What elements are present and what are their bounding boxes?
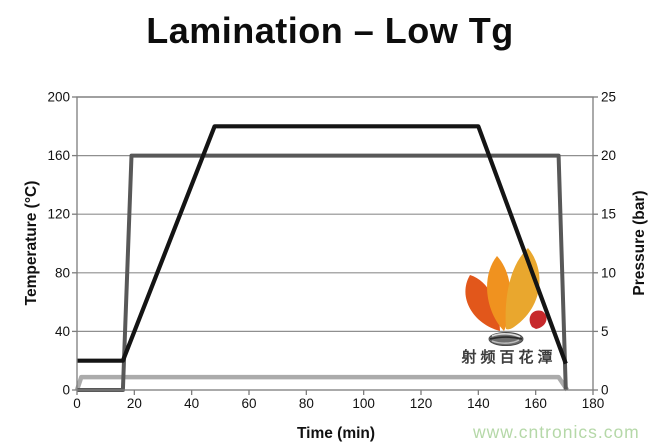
y-left-tick-label: 200: [47, 90, 70, 105]
y-right-tick-label: 20: [601, 148, 616, 163]
x-tick-label: 40: [184, 396, 199, 411]
x-tick-label: 80: [299, 396, 314, 411]
x-tick-label: 120: [410, 396, 433, 411]
y-right-tick-label: 0: [601, 383, 609, 398]
y-left-tick-label: 0: [62, 383, 70, 398]
x-tick-label: 0: [73, 396, 81, 411]
x-tick-label: 60: [241, 396, 256, 411]
seed-pod-stripe: [491, 339, 520, 344]
x-tick-label: 20: [127, 396, 142, 411]
flame-left-petal-icon: [465, 275, 500, 331]
flame-drop-icon: [529, 310, 547, 329]
watermark-logo: 射频百花潭: [459, 248, 556, 368]
plot-border: [76, 96, 594, 391]
watermark-brand-text: 射频百花潭: [460, 348, 556, 366]
series-line: [77, 124, 568, 365]
y-left-tick-label: 40: [55, 324, 70, 339]
y-left-tick-label: 160: [47, 148, 70, 163]
watermark-url-text: www.cntronics.com: [472, 422, 640, 442]
x-tick-label: 140: [467, 396, 490, 411]
chart-title: Lamination – Low Tg: [146, 10, 514, 51]
y-left-tick-label: 120: [47, 207, 70, 222]
x-tick-label: 160: [524, 396, 547, 411]
x-tick-label: 180: [582, 396, 605, 411]
y-right-tick-label: 15: [601, 207, 616, 222]
y-axis-left-title: Temperature (°C): [23, 181, 40, 306]
y-right-tick-label: 25: [601, 90, 616, 105]
y-right-tick-label: 5: [601, 324, 609, 339]
x-tick-label: 100: [352, 396, 375, 411]
x-axis-title: Time (min): [297, 425, 375, 442]
flame-middle-petal-icon: [487, 256, 511, 331]
seed-pod-stripe: [491, 333, 521, 338]
y-left-tick-label: 80: [55, 265, 70, 280]
axis-layer: 0 20 40 60 80 100 120 140 160 1800408012016020005…: [47, 90, 616, 412]
seed-pod-stripe: [489, 336, 523, 340]
series-line: [74, 374, 570, 392]
y-axis-right-title: Pressure (bar): [631, 190, 648, 295]
y-right-tick-label: 10: [601, 265, 616, 280]
